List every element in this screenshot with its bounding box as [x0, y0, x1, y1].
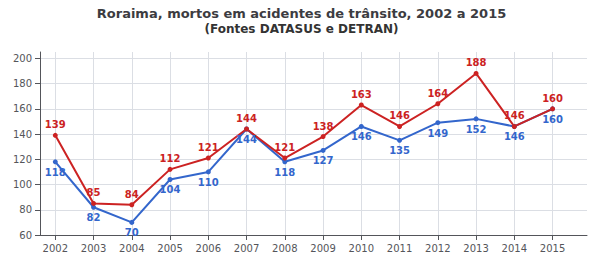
svg-text:146: 146: [389, 110, 410, 121]
svg-text:2008: 2008: [272, 243, 297, 254]
svg-text:164: 164: [427, 88, 448, 99]
svg-text:2005: 2005: [157, 243, 182, 254]
svg-text:82: 82: [87, 212, 101, 223]
svg-text:139: 139: [45, 119, 66, 130]
svg-text:121: 121: [198, 142, 219, 153]
svg-text:146: 146: [351, 131, 372, 142]
svg-text:2003: 2003: [81, 243, 106, 254]
svg-text:70: 70: [125, 227, 139, 238]
svg-text:104: 104: [160, 184, 181, 195]
svg-text:127: 127: [313, 155, 334, 166]
svg-text:2010: 2010: [349, 243, 374, 254]
svg-text:149: 149: [427, 128, 448, 139]
svg-text:110: 110: [198, 177, 219, 188]
svg-text:180: 180: [13, 78, 32, 89]
svg-text:200: 200: [13, 53, 32, 64]
svg-text:163: 163: [351, 89, 372, 100]
svg-text:135: 135: [389, 145, 410, 156]
svg-text:144: 144: [236, 113, 257, 124]
svg-text:120: 120: [13, 154, 32, 165]
svg-text:146: 146: [504, 110, 525, 121]
svg-text:2013: 2013: [463, 243, 488, 254]
svg-text:160: 160: [13, 103, 32, 114]
svg-text:144: 144: [236, 134, 257, 145]
svg-text:152: 152: [466, 124, 487, 135]
svg-text:140: 140: [13, 129, 32, 140]
svg-text:121: 121: [274, 142, 295, 153]
svg-text:80: 80: [19, 204, 32, 215]
svg-text:2014: 2014: [502, 243, 527, 254]
svg-text:118: 118: [274, 167, 295, 178]
svg-text:2006: 2006: [196, 243, 221, 254]
svg-text:100: 100: [13, 179, 32, 190]
svg-text:85: 85: [87, 187, 101, 198]
svg-text:60: 60: [19, 230, 32, 241]
svg-text:188: 188: [466, 57, 487, 68]
svg-text:2002: 2002: [43, 243, 68, 254]
svg-text:160: 160: [542, 93, 563, 104]
svg-text:Roraima, mortos em acidentes d: Roraima, mortos em acidentes de trânsito…: [97, 6, 506, 21]
svg-text:2011: 2011: [387, 243, 412, 254]
svg-text:138: 138: [313, 121, 334, 132]
svg-text:(Fontes DATASUS e DETRAN): (Fontes DATASUS e DETRAN): [205, 22, 399, 36]
svg-text:112: 112: [160, 153, 181, 164]
svg-text:2004: 2004: [119, 243, 144, 254]
svg-text:2015: 2015: [540, 243, 565, 254]
svg-text:2012: 2012: [425, 243, 450, 254]
svg-text:2007: 2007: [234, 243, 259, 254]
svg-text:84: 84: [125, 189, 139, 200]
svg-text:146: 146: [504, 131, 525, 142]
svg-text:118: 118: [45, 167, 66, 178]
svg-text:160: 160: [542, 114, 563, 125]
svg-text:2009: 2009: [310, 243, 335, 254]
